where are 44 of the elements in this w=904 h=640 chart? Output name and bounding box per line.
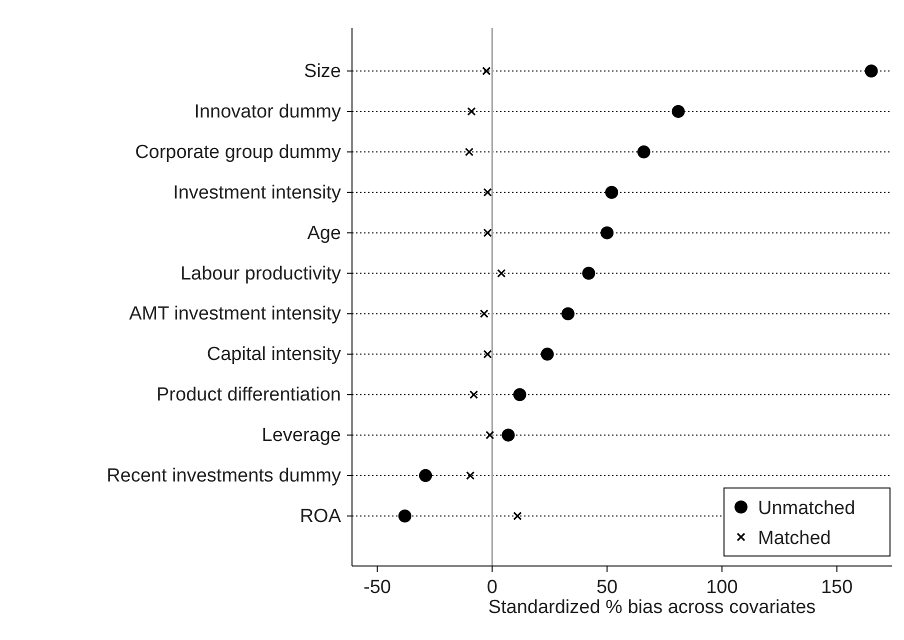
point	[464, 148, 474, 156]
y-tick-label: ROA	[300, 506, 342, 527]
point	[502, 428, 515, 442]
point	[600, 226, 614, 240]
point	[582, 266, 596, 280]
x-tick-label: -50	[364, 577, 392, 598]
x-axis-title: Standardized % bias across covariates	[488, 597, 816, 618]
point	[482, 66, 491, 76]
y-tick-label: Recent investments dummy	[106, 466, 342, 487]
y-tick-label: Capital intensity	[206, 344, 342, 366]
x-tick-label: 150	[821, 577, 853, 598]
y-tick-label: Leverage	[262, 425, 341, 446]
x-tick-label: 0	[486, 577, 498, 598]
point	[466, 471, 475, 480]
point	[469, 390, 478, 399]
point	[483, 188, 492, 197]
point	[467, 107, 476, 116]
y-tick-label: Innovator dummy	[194, 101, 342, 122]
point	[398, 510, 412, 522]
point	[497, 268, 506, 278]
point	[540, 348, 554, 361]
point	[605, 186, 618, 199]
y-tick-label: Labour productivity	[180, 263, 342, 284]
point	[513, 388, 526, 402]
y-tick-label: Age	[307, 222, 341, 244]
legend-label: Matched	[758, 528, 831, 549]
point	[562, 307, 574, 320]
point	[513, 512, 522, 520]
y-tick-label: AMT investment intensity	[129, 304, 342, 325]
x-tick-label: 100	[706, 577, 738, 598]
point	[672, 104, 685, 118]
point	[637, 145, 650, 158]
y-tick-label: Product differentiation	[156, 384, 341, 406]
y-tick-label: Investment intensity	[173, 182, 342, 204]
x-tick-label: 50	[596, 577, 618, 598]
point	[419, 469, 432, 482]
point	[486, 430, 494, 440]
y-tick-label: Size	[304, 61, 341, 82]
legend-label: Unmatched	[758, 498, 856, 519]
y-tick-label: Corporate group dummy	[135, 142, 342, 163]
point	[483, 228, 492, 238]
point	[483, 350, 492, 358]
point	[864, 64, 878, 78]
point	[480, 309, 488, 318]
